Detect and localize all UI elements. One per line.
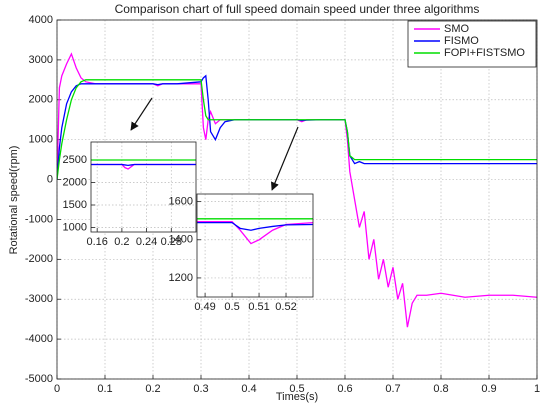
y-tick-label: -2000 — [25, 253, 53, 265]
x-tick-label: 0.4 — [241, 383, 256, 395]
x-tick-label: 0.16 — [86, 236, 107, 248]
y-tick-label: 0 — [47, 173, 53, 185]
x-axis-label: Times(s) — [276, 391, 318, 403]
y-tick-label: 2500 — [63, 154, 87, 166]
legend-label: FOPI+FISTSMO — [444, 47, 525, 59]
plot: 0.49 0.5 0.51 0.52 1600 1400 1200 — [169, 193, 314, 313]
plot-area — [197, 194, 313, 297]
x-tick-label: 0.6 — [337, 383, 352, 395]
y-tick-label: 1000 — [29, 134, 53, 146]
y-axis-label: Rotational speed(rpm) — [8, 146, 20, 255]
y-tick-label: -1000 — [25, 213, 53, 225]
x-tick-label: 0.1 — [97, 383, 112, 395]
y-tick-label: -5000 — [25, 373, 53, 385]
plot-area — [91, 142, 196, 232]
arrow — [130, 97, 153, 131]
y-tick-label: 1000 — [63, 221, 87, 233]
x-tick-label: 0.2 — [145, 383, 160, 395]
x-tick-label: 0.7 — [385, 383, 400, 395]
plots: 0 0.1 0.2 0.3 0.4 0.5 0.6 0.7 0.8 0.9 1 -5000 -4000 -… — [25, 14, 540, 395]
plot-frame — [90, 141, 197, 233]
y-tick-label: 2000 — [63, 176, 87, 188]
legend-box — [407, 20, 537, 68]
plot-frame — [196, 193, 314, 298]
y-tick-label: 1600 — [169, 196, 193, 208]
y-tick-label: 1500 — [63, 199, 87, 211]
x-tick-label: 0 — [54, 383, 60, 395]
y-tick-label: -3000 — [25, 293, 53, 305]
chart-title: Comparison chart of full speed domain sp… — [115, 2, 480, 16]
series-line — [91, 163, 196, 167]
y-tick-label: 2000 — [29, 94, 53, 106]
x-tick-label: 0.5 — [224, 301, 239, 313]
y-tick-label: 1400 — [169, 234, 193, 246]
x-tick-label: 0.8 — [433, 383, 448, 395]
x-tick-label: 0.9 — [481, 383, 496, 395]
x-tick-label: 0.52 — [275, 301, 296, 313]
x-tick-label: 0.3 — [193, 383, 208, 395]
x-tick-label: 1 — [534, 383, 540, 395]
x-tick-label: 0.49 — [194, 301, 215, 313]
x-tick-label: 0.5 — [289, 383, 304, 395]
series-line — [57, 79, 537, 180]
arrows — [130, 97, 299, 191]
series-line — [197, 221, 313, 231]
legend-label: FISMO — [444, 35, 479, 47]
x-tick-label: 0.51 — [248, 301, 269, 313]
plot-frame — [56, 19, 538, 380]
y-tick-label: 1200 — [169, 272, 193, 284]
y-tick-label: 3000 — [29, 54, 53, 66]
plot: 0.16 0.2 0.24 0.28 2500 2000 1500 1000 — [63, 141, 197, 248]
y-tick-label: 4000 — [29, 14, 53, 26]
y-tick-label: -4000 — [25, 333, 53, 345]
x-tick-label: 0.24 — [136, 236, 157, 248]
legend-label: SMO — [444, 23, 470, 35]
x-tick-label: 0.2 — [114, 236, 129, 248]
x-tick-label: 0.28 — [161, 236, 182, 248]
arrow — [271, 126, 299, 191]
